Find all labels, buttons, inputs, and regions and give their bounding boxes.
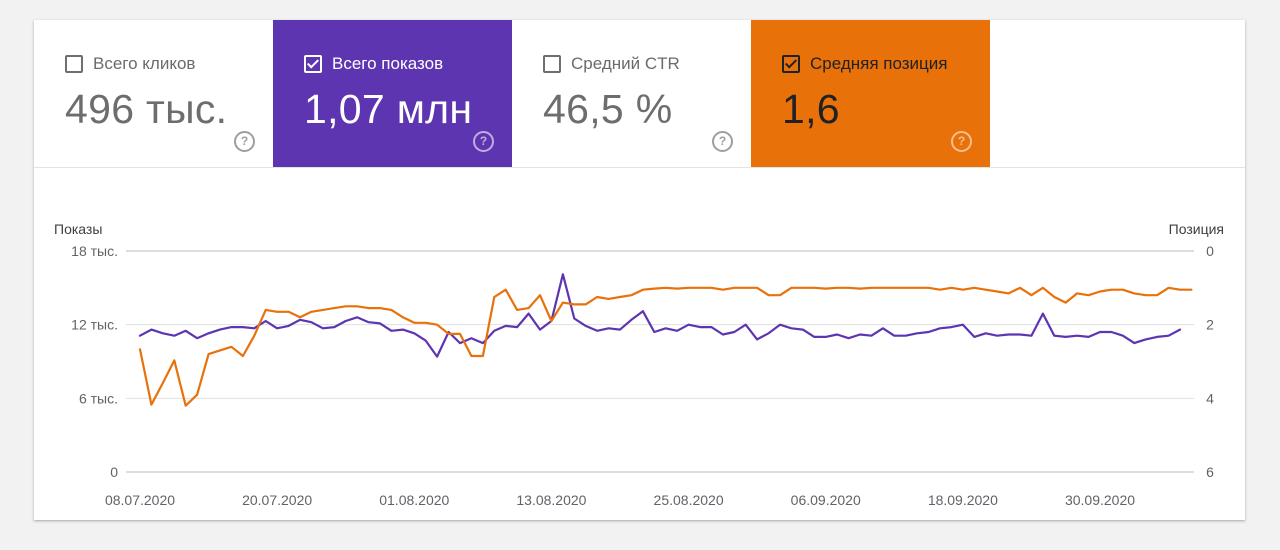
chart-series bbox=[138, 273, 1193, 407]
x-tick-label: 01.08.2020 bbox=[379, 492, 449, 508]
x-tick-label: 30.09.2020 bbox=[1065, 492, 1135, 508]
help-icon[interactable]: ? bbox=[473, 131, 494, 152]
help-icon[interactable]: ? bbox=[951, 131, 972, 152]
right-tick-label: 4 bbox=[1206, 390, 1214, 406]
tile-value: 46,5 % bbox=[543, 86, 673, 132]
position-line bbox=[138, 286, 1193, 407]
x-tick-label: 06.09.2020 bbox=[791, 492, 861, 508]
left-tick-label: 6 тыс. bbox=[79, 390, 118, 406]
x-axis-ticks: 08.07.2020 20.07.2020 01.08.2020 13.08.2020… bbox=[105, 492, 1135, 508]
x-tick-label: 25.08.2020 bbox=[654, 492, 724, 508]
checkbox-unchecked-icon[interactable] bbox=[543, 55, 561, 73]
right-axis-ticks: 0 2 4 6 bbox=[1206, 243, 1214, 480]
tile-value: 1,6 bbox=[782, 86, 840, 132]
performance-card: Всего кликов 496 тыс. ? Всего показов 1,… bbox=[34, 20, 1245, 520]
metric-tiles: Всего кликов 496 тыс. ? Всего показов 1,… bbox=[34, 20, 1245, 168]
tile-label: Всего кликов bbox=[93, 54, 196, 73]
left-axis-ticks: 18 тыс. 12 тыс. 6 тыс. 0 bbox=[71, 243, 118, 480]
tile-total-clicks[interactable]: Всего кликов 496 тыс. ? bbox=[34, 20, 273, 167]
impressions-line bbox=[138, 273, 1182, 358]
tile-average-position[interactable]: Средняя позиция 1,6 ? bbox=[751, 20, 990, 167]
tile-label: Средняя позиция bbox=[810, 54, 948, 73]
x-tick-label: 13.08.2020 bbox=[516, 492, 586, 508]
performance-chart: Показы Позиция 18 тыс. 12 тыс. 6 тыс. 0 0 2 4… bbox=[54, 221, 1224, 508]
checkbox-checked-icon[interactable] bbox=[782, 55, 800, 73]
checkbox-unchecked-icon[interactable] bbox=[65, 55, 83, 73]
help-icon[interactable]: ? bbox=[234, 131, 255, 152]
tile-value: 1,07 млн bbox=[304, 86, 473, 132]
left-tick-label: 18 тыс. bbox=[71, 243, 118, 259]
left-axis-title: Показы bbox=[54, 221, 102, 237]
right-tick-label: 0 bbox=[1206, 243, 1214, 259]
tile-average-ctr[interactable]: Средний CTR 46,5 % ? bbox=[512, 20, 751, 167]
right-axis-title: Позиция bbox=[1169, 221, 1224, 237]
x-tick-label: 08.07.2020 bbox=[105, 492, 175, 508]
tile-total-impressions[interactable]: Всего показов 1,07 млн ? bbox=[273, 20, 512, 167]
x-tick-label: 20.07.2020 bbox=[242, 492, 312, 508]
help-icon[interactable]: ? bbox=[712, 131, 733, 152]
left-tick-label: 12 тыс. bbox=[71, 317, 118, 333]
left-tick-label: 0 bbox=[110, 464, 118, 480]
right-tick-label: 2 bbox=[1206, 317, 1214, 333]
x-tick-label: 18.09.2020 bbox=[928, 492, 998, 508]
tile-value: 496 тыс. bbox=[65, 86, 228, 132]
tile-label: Всего показов bbox=[332, 54, 444, 73]
tile-label: Средний CTR bbox=[571, 54, 680, 73]
checkbox-checked-icon[interactable] bbox=[304, 55, 322, 73]
chart-gridlines bbox=[126, 250, 1194, 473]
right-tick-label: 6 bbox=[1206, 464, 1214, 480]
